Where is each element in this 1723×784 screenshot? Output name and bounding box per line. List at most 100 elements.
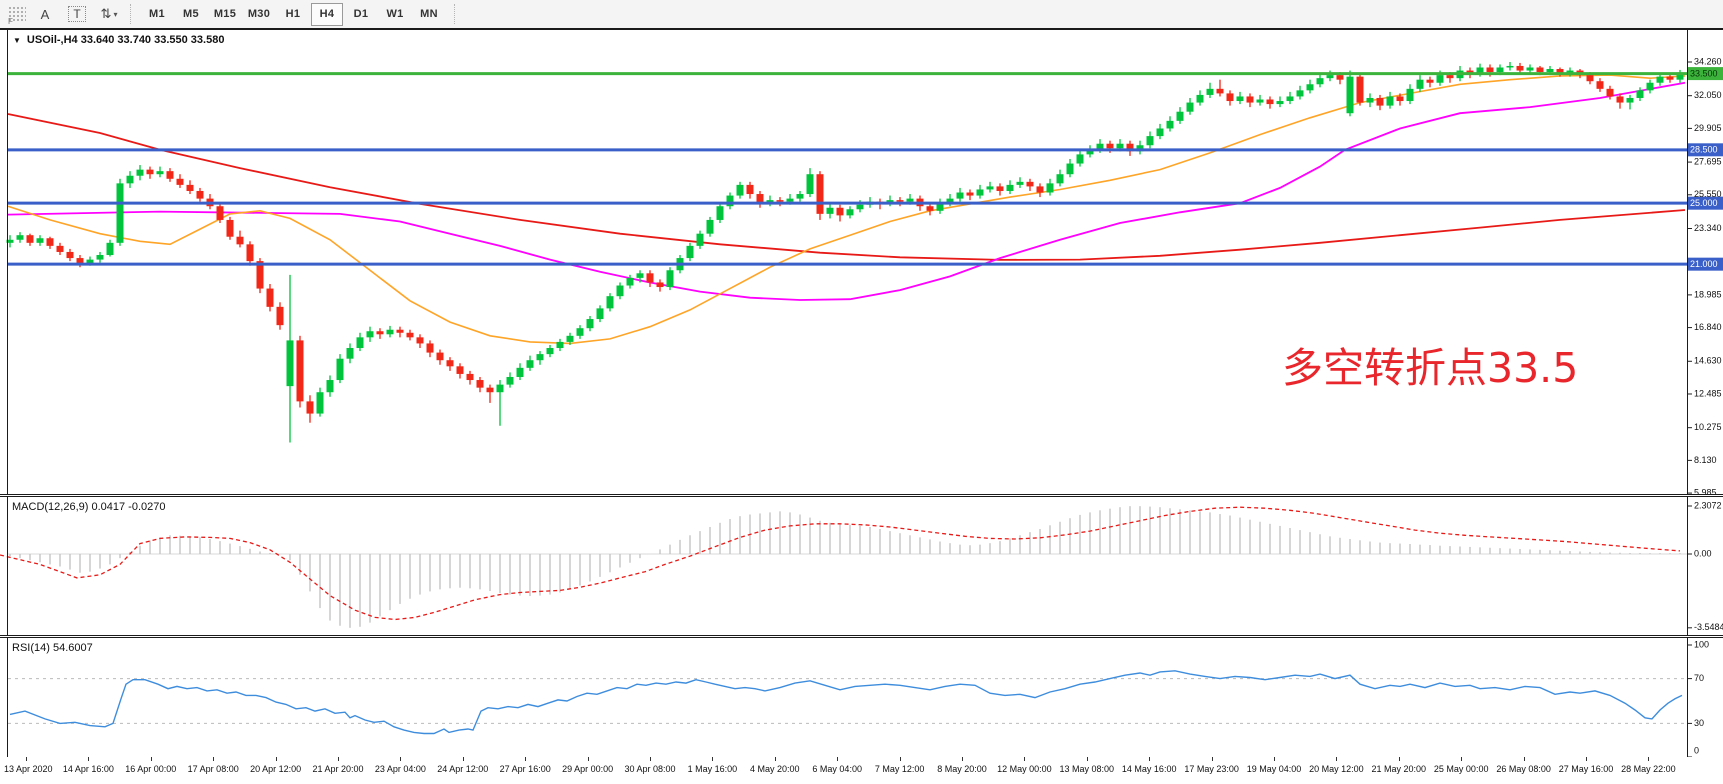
candle-body xyxy=(1356,76,1364,103)
date-label: 16 Apr 00:00 xyxy=(125,764,177,774)
macd-tick-label: -3.5484 xyxy=(1694,622,1723,632)
timeframe-button-mn[interactable]: MN xyxy=(420,8,438,20)
candle-body xyxy=(316,392,324,414)
candle-body xyxy=(1156,128,1164,137)
candle-body xyxy=(1316,78,1324,85)
candlestick-chart[interactable]: 33.500 28.500 25.000 21.000 34.260 32.050 29.9… xyxy=(0,30,1723,494)
timeframe-button-m15[interactable]: M15 xyxy=(213,8,237,20)
main-chart-panel[interactable]: ▼ USOil-,H4 33.640 33.740 33.550 33.580 … xyxy=(0,29,1723,495)
rsi-tick-label: 30 xyxy=(1694,718,1704,728)
docking-grid-icon[interactable]: F xyxy=(8,6,26,26)
candle-body xyxy=(636,273,644,278)
macd-tick-label: 2.3072 xyxy=(1694,500,1722,510)
macd-panel[interactable]: MACD(12,26,9) 0.0417 -0.0270 2.3072 0.00 -… xyxy=(0,496,1723,636)
candle-body xyxy=(1286,96,1294,102)
timeframe-button-h4[interactable]: H4 xyxy=(311,2,343,26)
candle-body xyxy=(336,358,344,381)
candle-body xyxy=(1436,75,1444,83)
timeframe-button-h1[interactable]: H1 xyxy=(285,8,301,20)
timeframe-button-m1[interactable]: M1 xyxy=(149,8,165,20)
candle-body xyxy=(1526,67,1534,71)
candle-body xyxy=(26,235,34,243)
candle-body xyxy=(746,184,754,195)
candle-body xyxy=(226,219,234,237)
candle-body xyxy=(1056,174,1064,184)
date-label: 13 Apr 2020 xyxy=(4,764,53,774)
candle-body xyxy=(826,207,834,214)
date-label: 17 Apr 08:00 xyxy=(187,764,239,774)
candle-body xyxy=(1216,88,1224,94)
candle-body xyxy=(1366,97,1374,103)
candle-body xyxy=(626,277,634,286)
timeframe-button-m30[interactable]: M30 xyxy=(247,8,271,20)
candle-body xyxy=(1326,75,1334,79)
candle-body xyxy=(406,332,414,338)
candle-body xyxy=(86,259,94,265)
candle-body xyxy=(16,235,24,240)
candle-body xyxy=(426,343,434,353)
candle-body xyxy=(986,186,994,190)
candle-body xyxy=(286,340,294,387)
rsi-tick-label: 100 xyxy=(1694,639,1709,649)
price-tick-label: 29.905 xyxy=(1694,123,1722,133)
timeframe-button-m5[interactable]: M5 xyxy=(183,8,199,20)
candle-body xyxy=(1506,65,1514,68)
letter-a-icon[interactable]: A xyxy=(40,6,50,22)
candle-body xyxy=(556,341,564,349)
date-label: 27 Apr 16:00 xyxy=(499,764,551,774)
candle-body xyxy=(1466,70,1474,74)
date-tick xyxy=(962,757,963,761)
candle-body xyxy=(1596,81,1604,89)
price-tick-label: 8.130 xyxy=(1694,455,1717,465)
candle-body xyxy=(1266,99,1274,105)
date-label: 30 Apr 08:00 xyxy=(624,764,676,774)
text-box-icon[interactable]: T xyxy=(64,3,90,25)
date-tick xyxy=(1149,757,1151,761)
candle-body xyxy=(456,366,464,374)
date-label: 1 May 16:00 xyxy=(687,764,738,774)
date-tick xyxy=(1461,757,1463,761)
macd-signal-line xyxy=(0,506,1681,621)
candle-body xyxy=(396,329,404,333)
candle-body xyxy=(106,242,114,256)
candle-body xyxy=(1066,163,1074,175)
cursor-arrows-icon[interactable]: ⇅ ▾ xyxy=(100,6,118,21)
candle-body xyxy=(166,171,174,179)
date-label: 21 May 20:00 xyxy=(1371,764,1427,774)
date-tick xyxy=(587,757,589,761)
timeframe-button-w1[interactable]: W1 xyxy=(386,8,404,20)
time-axis[interactable]: 13 Apr 2020 14 Apr 16:00 16 Apr 00:00 17 Ap… xyxy=(0,757,1723,784)
candle-body xyxy=(796,194,804,199)
candle-body xyxy=(1566,70,1574,74)
candle-body xyxy=(356,337,364,349)
candle-body xyxy=(966,192,974,196)
candle-body xyxy=(886,200,894,204)
rsi-panel[interactable]: RSI(14) 54.6007 100 70 30 0 xyxy=(0,637,1723,758)
macd-tick-label: 0.00 xyxy=(1694,548,1712,558)
candle-body xyxy=(236,236,244,245)
candle-body xyxy=(1226,93,1234,102)
candle-body xyxy=(1416,79,1424,89)
candle-body xyxy=(1626,97,1634,103)
candle-body xyxy=(266,288,274,307)
candle-body xyxy=(646,273,654,283)
dropdown-caret-icon: ▾ xyxy=(113,9,118,19)
date-tick xyxy=(899,757,901,761)
date-tick xyxy=(774,757,776,761)
candle-body xyxy=(1136,145,1144,152)
timeframe-button-d1[interactable]: D1 xyxy=(353,8,369,20)
hline-price-tag xyxy=(1688,257,1723,271)
date-label: 20 Apr 12:00 xyxy=(250,764,302,774)
candle-body xyxy=(326,380,334,393)
date-tick xyxy=(525,757,527,761)
date-label: 21 Apr 20:00 xyxy=(312,764,364,774)
candle-body xyxy=(366,331,374,338)
rsi-tick-label: 0 xyxy=(1694,745,1699,755)
rsi-chart: 100 70 30 0 xyxy=(7,638,1709,757)
date-label: 6 May 04:00 xyxy=(812,764,862,774)
candle-body xyxy=(436,352,444,361)
chevron-down-icon[interactable]: ▼ xyxy=(13,35,21,45)
date-label: 12 May 00:00 xyxy=(997,764,1052,774)
candle-body xyxy=(486,387,494,393)
